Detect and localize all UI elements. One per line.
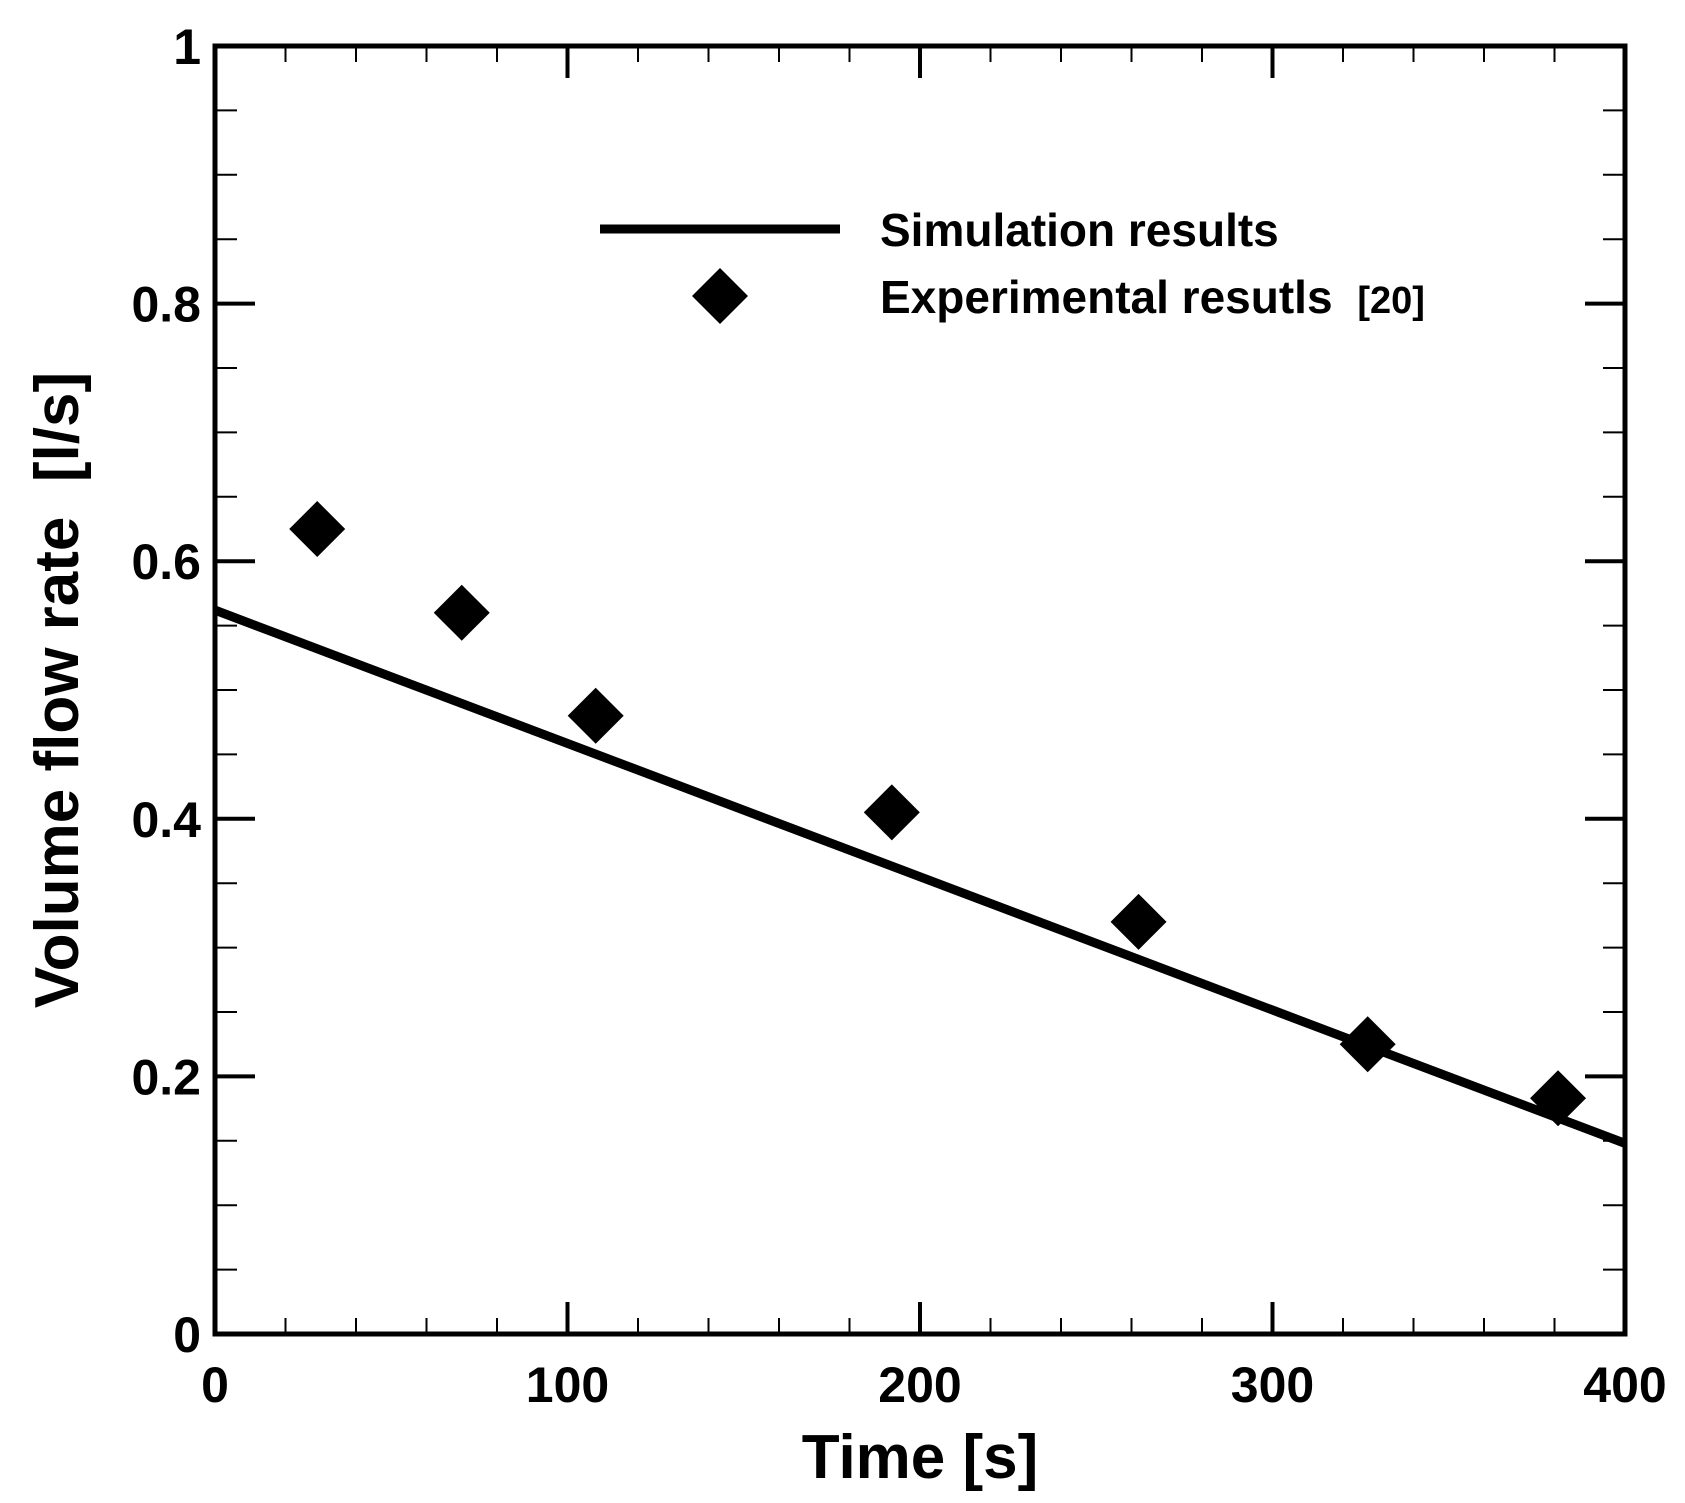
data-point-experimental: [289, 501, 346, 557]
y-tick-label: 0.6: [131, 534, 201, 590]
x-tick-label: 400: [1583, 1357, 1666, 1413]
y-axis-ticks: 0 0.2 0.4 0.6 0.8 1: [131, 19, 1625, 1363]
x-tick-label: 200: [878, 1357, 961, 1413]
data-point-experimental: [1339, 1016, 1396, 1073]
data-point-experimental: [1530, 1070, 1587, 1127]
x-tick-label: 100: [526, 1357, 609, 1413]
series-line-simulation: [213, 605, 1627, 1148]
x-tick-label: 300: [1231, 1357, 1314, 1413]
y-tick-label: 1: [173, 19, 201, 75]
x-axis-ticks: 0 100 200 300 400: [201, 46, 1667, 1413]
data-point-experimental: [433, 584, 490, 641]
series-layer: [213, 501, 1627, 1148]
y-tick-label: 0.4: [131, 792, 201, 848]
data-point-experimental: [863, 784, 920, 841]
x-axis-title: Time [s]: [802, 1423, 1039, 1492]
y-tick-label: 0.8: [131, 277, 201, 333]
x-tick-label: 0: [201, 1357, 229, 1413]
legend-label-experimental: Experimental resutls [20]: [880, 271, 1425, 323]
legend-diamond-swatch: [692, 268, 748, 324]
legend-label-simulation: Simulation results: [880, 204, 1279, 256]
y-tick-label: 0: [173, 1307, 201, 1363]
legend-label-experimental-ref: [20]: [1357, 280, 1425, 322]
data-point-experimental: [567, 687, 624, 744]
y-tick-label: 0.2: [131, 1049, 201, 1105]
legend-label-experimental-main: Experimental resutls: [880, 271, 1333, 323]
data-point-experimental: [1110, 893, 1167, 950]
y-axis-title: Volume flow rate [l/s]: [23, 372, 92, 1008]
legend: Simulation results Experimental resutls …: [600, 204, 1425, 324]
